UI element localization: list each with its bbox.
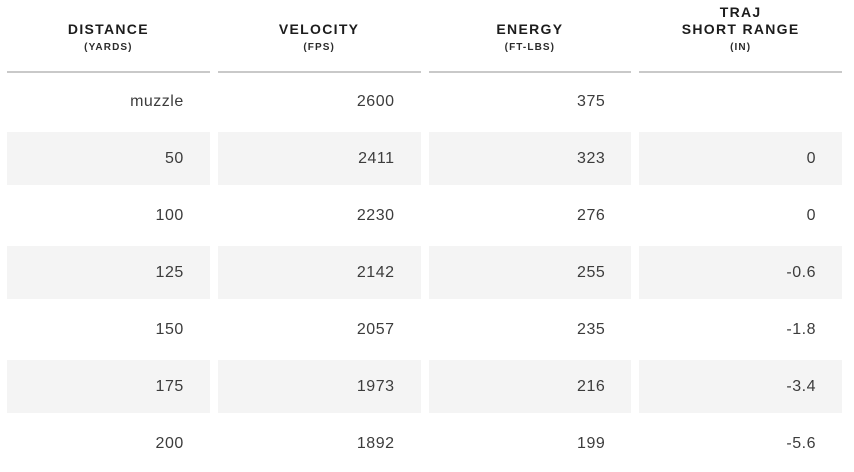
traj-cell: -5.6 [786, 434, 816, 452]
energy-cell: 235 [577, 320, 606, 338]
distance-cell: 150 [155, 320, 184, 338]
distance-cell: muzzle [130, 92, 184, 110]
energy-cell: 216 [428, 360, 632, 413]
traj-cell: -3.4 [639, 360, 842, 413]
energy-cell: 255 [428, 246, 632, 299]
column-header-label: SHORT RANGE [681, 21, 800, 37]
velocity-cell: 2411 [217, 132, 421, 185]
velocity-cell: 2057 [356, 320, 395, 338]
velocity-cell: 2230 [356, 206, 395, 224]
velocity-cell: 2142 [217, 246, 421, 299]
table-header-row: DISTANCE (YARDS) VELOCITY (FPS) ENERGY (… [7, 0, 842, 73]
distance-cell: 50 [7, 132, 210, 185]
column-header-unit: (IN) [730, 42, 752, 53]
distance-cell: 200 [155, 434, 184, 452]
velocity-cell: 2600 [356, 92, 395, 110]
energy-cell: 276 [577, 206, 606, 224]
column-header-velocity: VELOCITY (FPS) [217, 0, 421, 73]
energy-cell: 375 [577, 92, 606, 110]
table-row-100: 100 2230 276 0 [7, 187, 842, 244]
velocity-cell: 1973 [217, 360, 421, 413]
traj-cell: 0 [806, 206, 816, 224]
column-header-label: ENERGY [496, 21, 564, 37]
table-row-muzzle: muzzle 2600 375 [7, 73, 842, 130]
table-row-175: 175 1973 216 -3.4 [7, 358, 842, 415]
column-header-line1: TRAJ [719, 4, 762, 20]
column-header-label: VELOCITY [278, 21, 360, 37]
column-header-energy: ENERGY (FT-LBS) [428, 0, 632, 73]
column-header-unit: (FPS) [303, 42, 335, 53]
column-header-traj-short-range: TRAJ SHORT RANGE (IN) [639, 0, 842, 73]
distance-cell: 175 [7, 360, 210, 413]
table-row-150: 150 2057 235 -1.8 [7, 301, 842, 358]
energy-cell: 323 [428, 132, 632, 185]
velocity-cell: 1892 [356, 434, 395, 452]
column-header-unit: (FT-LBS) [504, 42, 556, 53]
traj-cell: -1.8 [786, 320, 816, 338]
table-row-125: 125 2142 255 -0.6 [7, 244, 842, 301]
energy-cell: 199 [577, 434, 606, 452]
column-header-label: DISTANCE [67, 21, 149, 37]
distance-cell: 100 [155, 206, 184, 224]
table-row-200: 200 1892 199 -5.6 [7, 415, 842, 472]
column-header-unit: (YARDS) [84, 42, 133, 53]
traj-cell [639, 73, 842, 130]
column-header-distance: DISTANCE (YARDS) [7, 0, 210, 73]
table-row-50: 50 2411 323 0 [7, 130, 842, 187]
traj-cell: 0 [639, 132, 842, 185]
traj-cell: -0.6 [639, 246, 842, 299]
distance-cell: 125 [7, 246, 210, 299]
